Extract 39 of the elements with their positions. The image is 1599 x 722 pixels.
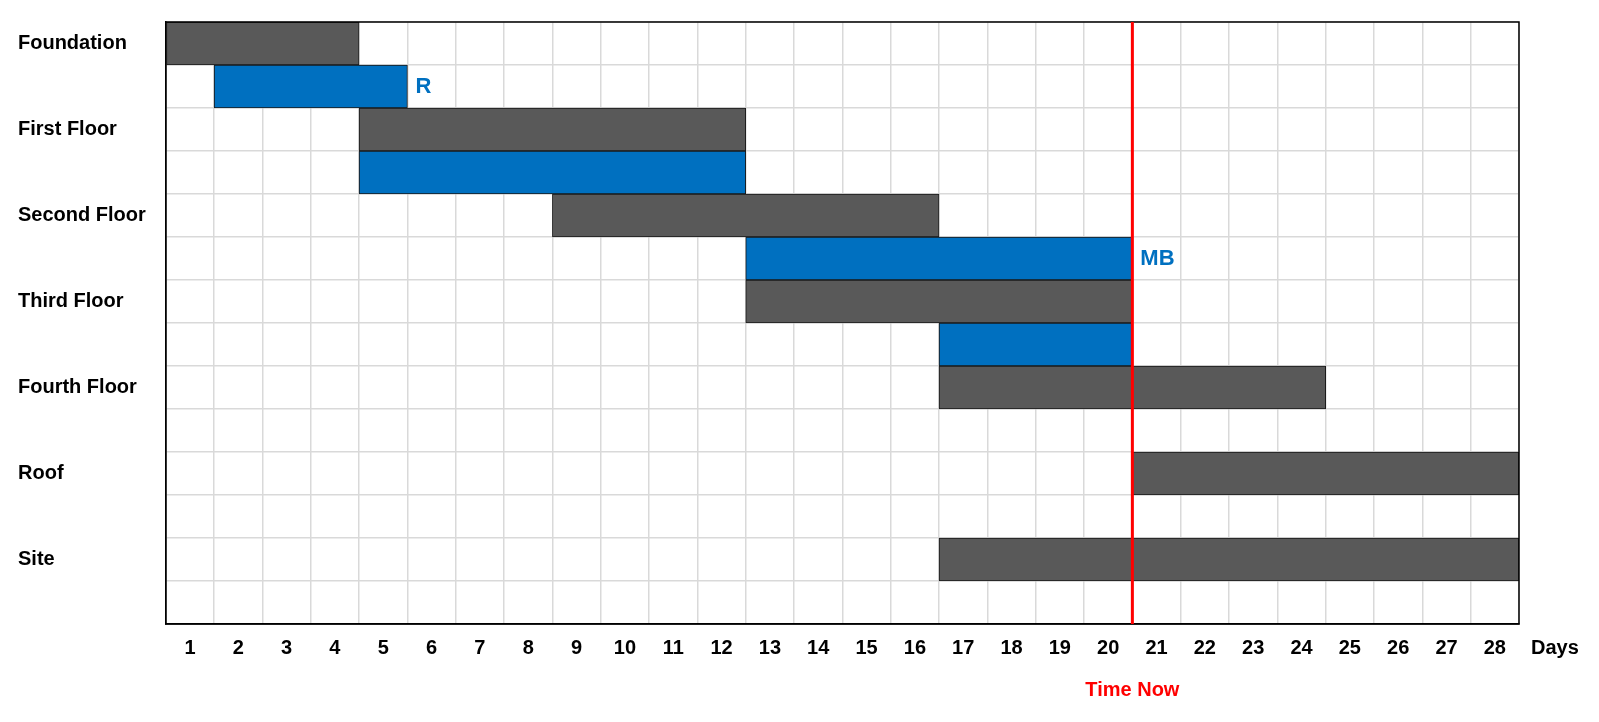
- x-tick-label: 1: [184, 635, 196, 658]
- x-tick-label: 19: [1048, 635, 1071, 658]
- y-tick-label: Third Floor: [18, 289, 124, 312]
- x-tick-label: 28: [1483, 635, 1506, 658]
- x-tick-label: 8: [522, 635, 534, 658]
- y-tick-label: Foundation: [18, 31, 127, 54]
- x-tick-label: 6: [426, 635, 438, 658]
- y-tick-label: Second Floor: [18, 203, 146, 226]
- y-tick-label: Roof: [18, 461, 64, 484]
- x-tick-label: 9: [571, 635, 583, 658]
- x-tick-label: 25: [1338, 635, 1361, 658]
- x-axis-title: Days: [1531, 635, 1579, 658]
- data-label: R: [415, 72, 432, 98]
- data-label: MB: [1140, 244, 1175, 270]
- x-tick-label: 26: [1387, 635, 1410, 658]
- x-tick-label: 21: [1145, 635, 1168, 658]
- x-tick-label: 13: [758, 635, 782, 658]
- x-tick-label: 15: [855, 635, 878, 658]
- x-tick-label: 16: [903, 635, 927, 658]
- x-tick-label: 17: [952, 635, 975, 658]
- x-tick-label: 22: [1193, 635, 1216, 658]
- x-tick-label: 20: [1097, 635, 1120, 658]
- x-tick-label: 12: [710, 635, 733, 658]
- x-tick-label: 5: [377, 635, 389, 658]
- y-tick-label: First Floor: [18, 117, 118, 140]
- x-tick-label: 3: [281, 635, 293, 658]
- x-tick-label: 2: [232, 635, 244, 658]
- x-tick-label: 11: [662, 635, 684, 658]
- y-tick-label: Fourth Floor: [18, 375, 138, 398]
- x-tick-label: 18: [1000, 635, 1023, 658]
- x-tick-label: 10: [613, 635, 637, 658]
- x-tick-label: 23: [1242, 635, 1265, 658]
- x-tick-label: 24: [1290, 635, 1314, 658]
- x-tick-label: 14: [807, 635, 831, 658]
- y-tick-label: Site: [18, 547, 55, 570]
- x-tick-label: 7: [474, 635, 486, 658]
- x-tick-label: 27: [1435, 635, 1458, 658]
- x-tick-label: 4: [329, 635, 342, 658]
- ref-line-label: Time Now: [1085, 677, 1180, 700]
